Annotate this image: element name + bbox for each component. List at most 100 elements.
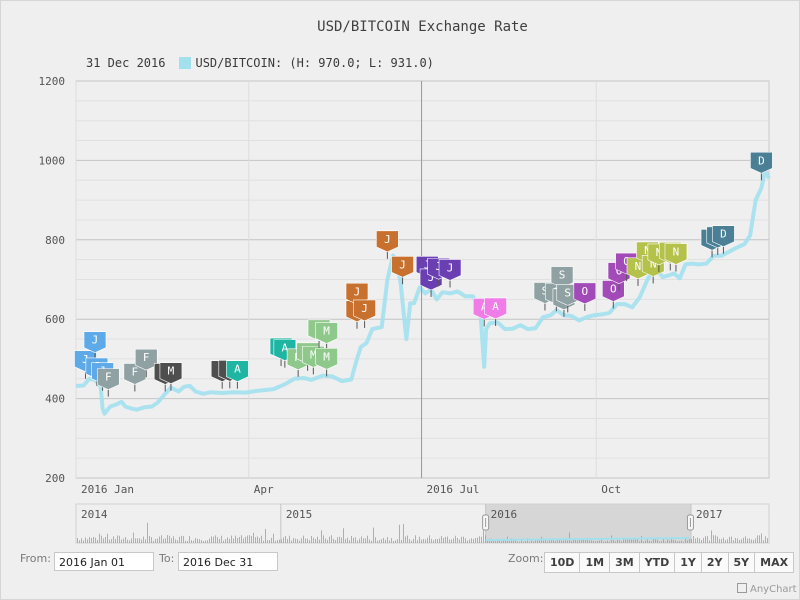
event-marker-J[interactable]: J [391, 255, 414, 285]
event-marker-M[interactable]: M [315, 348, 338, 377]
navigator-volume-bar [293, 538, 294, 543]
navigator-volume-bar [175, 539, 176, 543]
navigator-volume-bar [581, 539, 582, 543]
navigator-volume-bar [177, 540, 178, 543]
navigator-volume-bar [661, 541, 662, 543]
navigator-volume-bar [635, 538, 636, 543]
credits[interactable]: AnyChart [737, 583, 797, 595]
legend-series-text[interactable]: USD/BITCOIN: (H: 970.0; L: 931.0) [195, 56, 434, 70]
event-marker-A[interactable]: A [484, 297, 507, 326]
navigator-volume-bar [631, 539, 632, 543]
event-marker-O[interactable]: O [573, 282, 597, 311]
marker-label: N [635, 260, 642, 273]
zoom-button-5y[interactable]: 5Y [727, 553, 755, 572]
to-date-input[interactable]: 2016 Dec 31 [178, 552, 278, 571]
marker-label: M [310, 348, 317, 361]
navigator-volume-bar [409, 539, 410, 543]
navigator-volume-bar [389, 540, 390, 543]
navigator-volume-bar [755, 538, 756, 543]
y-tick-label: 200 [45, 472, 65, 485]
navigator-volume-bar [133, 532, 134, 543]
navigator-volume-bar [355, 537, 356, 543]
event-marker-F[interactable]: F [96, 368, 120, 397]
navigator: 2014 2015 2016 2017 [75, 503, 770, 544]
navigator-volume-bar [403, 524, 404, 543]
navigator-volume-bar [503, 540, 504, 543]
navigator-volume-bar [523, 541, 524, 543]
navigator-volume-bar [345, 538, 346, 543]
zoom-button-1m[interactable]: 1M [579, 553, 609, 572]
navigator-volume-bar [89, 537, 90, 543]
navigator-volume-bar [501, 541, 502, 543]
navigator-volume-bar [329, 536, 330, 543]
navigator-volume-bar [113, 536, 114, 543]
navigator-volume-bar [463, 536, 464, 543]
navigator-volume-bar [233, 538, 234, 543]
zoom-button-3m[interactable]: 3M [609, 553, 639, 572]
navigator-volume-bar [743, 537, 744, 543]
navigator-volume-bar [213, 536, 214, 543]
navigator-volume-bar [371, 540, 372, 543]
event-marker-D[interactable]: D [750, 151, 773, 181]
navigator-volume-bar [173, 536, 174, 543]
event-marker-A[interactable]: A [226, 360, 249, 389]
event-marker-J[interactable]: J [83, 331, 107, 360]
navigator-volume-bar [195, 538, 196, 543]
navigator-volume-bar [437, 539, 438, 543]
navigator-volume-bar [107, 533, 108, 543]
navigator-volume-bar [439, 538, 440, 543]
navigator-volume-bar [191, 540, 192, 543]
marker-label: J [354, 285, 361, 298]
navigator-volume-bar [291, 540, 292, 543]
navigator-volume-bar [735, 537, 736, 543]
zoom-button-2y[interactable]: 2Y [700, 553, 728, 572]
navigator-volume-bar [373, 527, 374, 543]
navigator-volume-bar [669, 540, 670, 543]
zoom-button-10d[interactable]: 10D [550, 556, 575, 569]
navigator-volume-bar [713, 535, 714, 543]
marker-label: J [424, 258, 431, 271]
zoom-button-max[interactable]: MAX [754, 553, 793, 572]
event-marker-D[interactable]: D [712, 225, 735, 254]
navigator-volume-bar [655, 538, 656, 543]
navigator-volume-bar [753, 539, 754, 543]
navigator-volume-bar [207, 540, 208, 543]
marker-label: S [542, 284, 549, 297]
navigator-volume-bar [187, 540, 188, 543]
marker-label: F [105, 371, 112, 384]
zoom-button-1y[interactable]: 1Y [674, 553, 701, 572]
navigator-volume-bar [763, 540, 764, 543]
event-marker-J[interactable]: J [353, 299, 376, 328]
zoom-button-ytd[interactable]: YTD [638, 553, 675, 572]
event-marker-J[interactable]: J [438, 259, 462, 288]
navigator-volume-bar [601, 539, 602, 543]
navigator-volume-bar [349, 540, 350, 543]
navigator-volume-bar [387, 537, 388, 543]
navigator-volume-bar [443, 537, 444, 543]
event-marker-N[interactable]: N [664, 243, 688, 272]
navigator-volume-bar [691, 538, 692, 543]
navigator-volume-bar [427, 537, 428, 543]
navigator-volume-bar [695, 538, 696, 543]
navigator-volume-bar [369, 539, 370, 543]
navigator-volume-bar [249, 535, 250, 543]
navigator-volume-bar [81, 538, 82, 543]
navigator-volume-bar [751, 539, 752, 543]
navigator-volume-bar [627, 538, 628, 543]
navigator-volume-bar [653, 538, 654, 543]
marker-label: J [92, 334, 99, 347]
navigator-volume-bar [619, 540, 620, 543]
from-date-input[interactable]: 2016 Jan 01 [54, 552, 154, 571]
navigator-volume-bar [285, 536, 286, 543]
event-marker-M[interactable]: M [159, 362, 183, 391]
navigator-volume-bar [559, 538, 560, 543]
event-marker-J[interactable]: J [376, 230, 399, 259]
navigator-volume-bar [733, 540, 734, 543]
event-marker-S[interactable]: S [556, 284, 580, 313]
navigator-volume-bar [225, 539, 226, 543]
event-marker-F[interactable]: F [134, 348, 158, 378]
navigator-volume-bar [179, 536, 180, 543]
navigator-volume-bar [93, 536, 94, 543]
navigator-volume-bar [471, 538, 472, 543]
